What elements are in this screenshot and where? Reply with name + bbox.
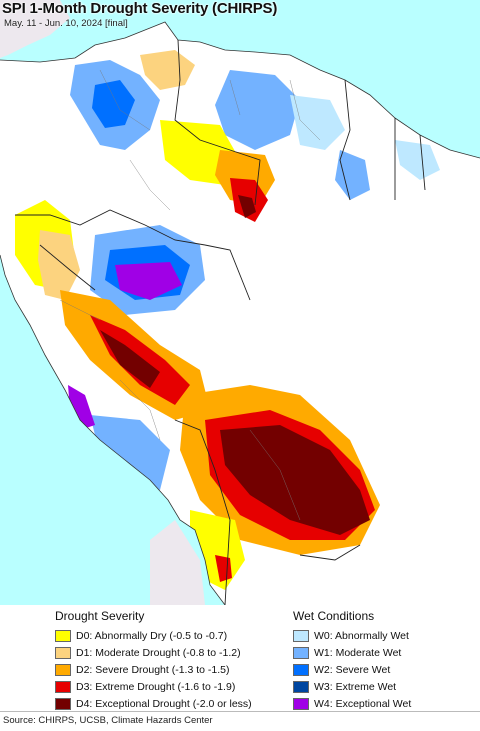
legend-item-w2: W2: Severe Wet: [293, 661, 411, 678]
swatch-d3: [55, 680, 71, 693]
drought-map: [0, 0, 480, 605]
source-credit: Source: CHIRPS, UCSB, Climate Hazards Ce…: [3, 715, 213, 726]
legend-item-w0: W0: Abnormally Wet: [293, 627, 411, 644]
wet-legend-heading: Wet Conditions: [293, 609, 375, 623]
swatch-w2: [293, 663, 309, 676]
legend-item-w1: W1: Moderate Wet: [293, 644, 411, 661]
drought-legend-heading: Drought Severity: [55, 609, 145, 623]
wet-zone-venezuela: [215, 70, 300, 150]
legend-item-d0: D0: Abnormally Dry (-0.5 to -0.7): [55, 627, 252, 644]
legend-label-d2: D2: Severe Drought (-1.3 to -1.5): [76, 663, 230, 676]
legend-label-w0: W0: Abnormally Wet: [314, 629, 409, 642]
wet-zone-amazon-exceptional: [115, 262, 182, 300]
swatch-d0: [55, 629, 71, 642]
admin-borders: [59, 69, 321, 521]
wet-legend: Wet Conditions W0: Abnormally Wet W1: Mo…: [293, 609, 411, 712]
exceptional-zone-bolivia: [220, 425, 370, 535]
legend-item-w4: W4: Exceptional Wet: [293, 695, 411, 712]
wet-zone-venezuela-light: [290, 95, 345, 150]
drought-legend: Drought Severity D0: Abnormally Dry (-0.…: [55, 609, 252, 712]
legend-item-d4: D4: Exceptional Drought (-2.0 or less): [55, 695, 252, 712]
footer: Source: CHIRPS, UCSB, Climate Hazards Ce…: [0, 711, 480, 731]
dry-zone-north-coast: [140, 50, 195, 90]
exceptional-zone-orinoco: [238, 195, 256, 218]
wet-zone-north-inner: [92, 80, 135, 128]
legend: Drought Severity D0: Abnormally Dry (-0.…: [0, 605, 480, 711]
exceptional-zone-peru: [100, 330, 160, 388]
legend-item-d1: D1: Moderate Drought (-0.8 to -1.2): [55, 644, 252, 661]
no-data-land-southwest: [150, 520, 205, 605]
legend-item-w3: W3: Extreme Wet: [293, 678, 411, 695]
legend-label-d1: D1: Moderate Drought (-0.8 to -1.2): [76, 646, 241, 659]
map-header: SPI 1-Month Drought Severity (CHIRPS) Ma…: [0, 0, 480, 36]
legend-label-w2: W2: Severe Wet: [314, 663, 391, 676]
swatch-w4: [293, 697, 309, 710]
wet-zone-guiana-light: [395, 140, 440, 180]
map-title: SPI 1-Month Drought Severity (CHIRPS): [2, 0, 278, 17]
swatch-d2: [55, 663, 71, 676]
legend-label-w1: W1: Moderate Wet: [314, 646, 402, 659]
legend-item-d2: D2: Severe Drought (-1.3 to -1.5): [55, 661, 252, 678]
wet-zone-guiana: [335, 150, 370, 200]
legend-label-d3: D3: Extreme Drought (-1.6 to -1.9): [76, 680, 236, 693]
swatch-d4: [55, 697, 71, 710]
swatch-d1: [55, 646, 71, 659]
swatch-w0: [293, 629, 309, 642]
dry-zone-ecuador: [38, 230, 80, 300]
legend-label-w3: W3: Extreme Wet: [314, 680, 397, 693]
legend-label-w4: W4: Exceptional Wet: [314, 697, 412, 710]
country-borders: [15, 39, 426, 605]
legend-label-d4: D4: Exceptional Drought (-2.0 or less): [76, 697, 252, 710]
legend-item-d3: D3: Extreme Drought (-1.6 to -1.9): [55, 678, 252, 695]
swatch-w1: [293, 646, 309, 659]
map-subtitle: May. 11 - Jun. 10, 2024 [final]: [4, 18, 128, 29]
swatch-w3: [293, 680, 309, 693]
central-america: [0, 0, 70, 58]
legend-label-d0: D0: Abnormally Dry (-0.5 to -0.7): [76, 629, 228, 642]
wet-zone-southern-peru: [90, 415, 170, 490]
